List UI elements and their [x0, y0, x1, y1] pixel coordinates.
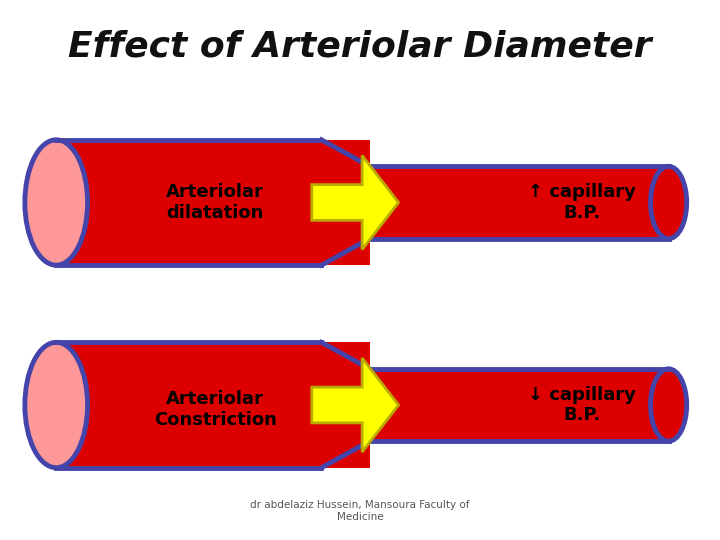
- Polygon shape: [321, 140, 369, 265]
- Polygon shape: [312, 358, 399, 452]
- Text: Effect of Arteriolar Diameter: Effect of Arteriolar Diameter: [68, 29, 652, 63]
- Text: Arteriolar
dilatation: Arteriolar dilatation: [166, 183, 264, 222]
- Bar: [369, 166, 669, 239]
- Polygon shape: [321, 342, 369, 468]
- Text: ↓ capillary
B.P.: ↓ capillary B.P.: [528, 386, 636, 424]
- Text: ↑ capillary
B.P.: ↑ capillary B.P.: [528, 183, 636, 222]
- Ellipse shape: [651, 166, 687, 239]
- Ellipse shape: [25, 342, 88, 468]
- Bar: [56, 140, 369, 265]
- Bar: [369, 369, 669, 441]
- Ellipse shape: [651, 369, 687, 441]
- Polygon shape: [312, 156, 399, 249]
- Ellipse shape: [25, 140, 88, 265]
- Text: dr abdelaziz Hussein, Mansoura Faculty of
Medicine: dr abdelaziz Hussein, Mansoura Faculty o…: [251, 500, 469, 522]
- Text: Arteriolar
Constriction: Arteriolar Constriction: [154, 390, 276, 429]
- Bar: [56, 342, 369, 468]
